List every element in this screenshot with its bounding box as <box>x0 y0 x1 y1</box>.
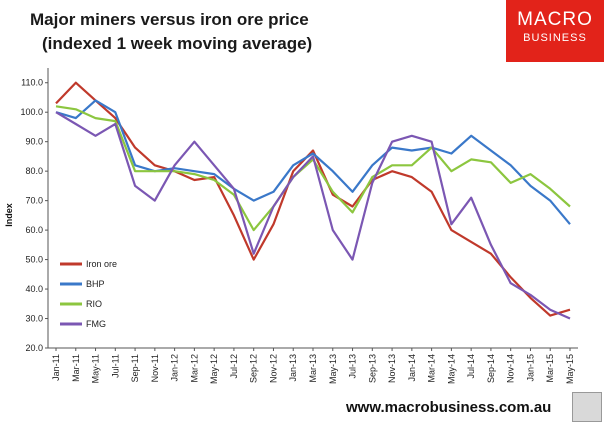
x-tick-label: May-12 <box>209 354 219 384</box>
y-tick-label: 70.0 <box>25 196 43 206</box>
x-tick-label: May-13 <box>328 354 338 384</box>
x-tick-label: Mar-13 <box>308 354 318 383</box>
x-tick-label: Mar-15 <box>545 354 555 383</box>
legend-label: Iron ore <box>86 259 117 269</box>
series-line-fmg <box>55 111 571 320</box>
x-tick-label: Mar-14 <box>427 354 437 383</box>
x-tick-label: Jul-14 <box>466 354 476 379</box>
logo-line2: BUSINESS <box>523 32 587 44</box>
x-tick-label: May-11 <box>91 354 101 383</box>
footer-url: www.macrobusiness.com.au <box>346 399 552 416</box>
y-tick-label: 60.0 <box>25 225 43 235</box>
x-tick-label: Sep-12 <box>249 354 259 383</box>
y-tick-label: 110.0 <box>21 78 43 88</box>
x-tick-label: Nov-14 <box>506 354 516 383</box>
y-tick-label: 40.0 <box>25 284 43 294</box>
wolf-logo-icon <box>572 392 602 422</box>
x-tick-label: Sep-14 <box>486 354 496 383</box>
x-tick-label: Mar-12 <box>189 354 199 383</box>
y-tick-label: 80.0 <box>25 166 43 176</box>
x-tick-label: Jan-12 <box>170 354 180 382</box>
chart-title-line1: Major miners versus iron ore price <box>30 10 309 29</box>
x-tick-label: Jul-11 <box>110 354 120 378</box>
chart-ticks: 20.0 30.0 40.0 50.0 60.0 70.0 80.0 90.0 100.0 110… <box>20 78 575 384</box>
legend-label: FMG <box>86 319 106 329</box>
series-line-bhp <box>55 99 571 225</box>
series-line-rio <box>55 105 571 232</box>
y-tick-label: 30.0 <box>25 314 43 324</box>
x-tick-label: Nov-11 <box>150 354 160 382</box>
chart-legend: Iron ore BHP RIO FMG <box>60 259 117 329</box>
legend-label: BHP <box>86 279 105 289</box>
chart-title: Major miners versus iron ore price (inde… <box>30 8 470 56</box>
x-tick-label: Nov-12 <box>268 354 278 383</box>
y-axis-label: Index <box>4 203 14 227</box>
legend-label: RIO <box>86 299 102 309</box>
x-tick-label: Jan-15 <box>525 354 535 382</box>
y-tick-label: 50.0 <box>25 255 43 265</box>
x-tick-label: Mar-11 <box>71 354 81 382</box>
x-tick-label: Jan-11 <box>51 354 61 381</box>
x-tick-label: Jul-13 <box>348 354 358 379</box>
y-tick-label: 90.0 <box>25 137 43 147</box>
chart-series <box>55 81 571 320</box>
x-tick-label: May-14 <box>446 354 456 384</box>
x-tick-label: Jul-12 <box>229 354 239 379</box>
y-tick-label: 100.0 <box>20 107 43 117</box>
x-tick-label: Nov-13 <box>387 354 397 383</box>
series-line-iron-ore <box>55 81 571 317</box>
x-tick-label: Jan-14 <box>407 354 417 382</box>
macrobusiness-logo: MACRO BUSINESS <box>506 0 604 62</box>
x-tick-label: Sep-13 <box>367 354 377 383</box>
chart-title-line2: (indexed 1 week moving average) <box>42 34 313 53</box>
x-tick-label: Sep-11 <box>130 354 140 382</box>
chart-axes <box>47 68 578 349</box>
logo-line1: MACRO <box>517 9 593 30</box>
x-tick-label: Jan-13 <box>288 354 298 382</box>
x-tick-label: May-15 <box>565 354 575 384</box>
y-tick-label: 20.0 <box>25 343 43 353</box>
